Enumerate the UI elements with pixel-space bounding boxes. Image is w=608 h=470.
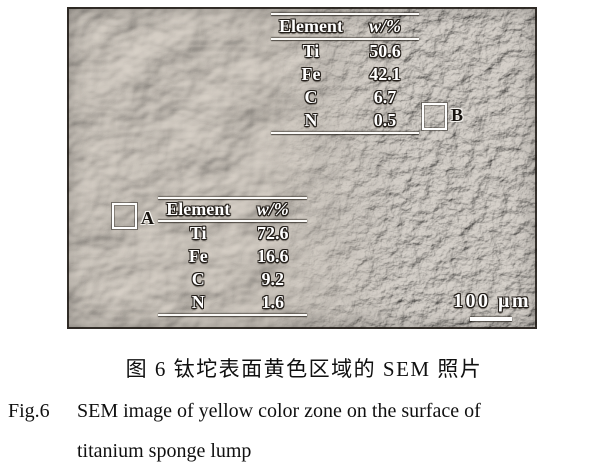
- element-value: 16.6: [256, 246, 289, 266]
- caption-english-line1: Fig.6 SEM image of yellow color zone on …: [8, 400, 481, 423]
- caption-figure-number: Fig.6: [8, 400, 50, 422]
- table-rule: [158, 197, 307, 199]
- element-value: 72.6: [256, 223, 289, 243]
- eds-b-row-fe: Fe 42.1: [271, 63, 419, 86]
- sem-texture: [67, 7, 537, 329]
- eds-b-row-ti: Ti 50.6: [271, 40, 419, 63]
- region-b-marker-box: [422, 103, 447, 130]
- element-value: 1.6: [261, 292, 284, 312]
- element-symbol: C: [191, 269, 205, 289]
- element-value: 9.2: [261, 269, 284, 289]
- caption-english: Fig.6 SEM image of yellow color zone on …: [8, 400, 481, 463]
- element-value: 0.5: [373, 110, 397, 130]
- scale-bar: [470, 317, 512, 321]
- caption-english-line2: titanium sponge lump: [77, 440, 252, 462]
- element-symbol: N: [191, 292, 205, 312]
- eds-table-region-b: Element w/% Ti 50.6 Fe 42.1 C 6.7 N 0.5: [271, 13, 419, 134]
- eds-table-region-a: Element w/% Ti 72.6 Fe 16.6 C 9.2 N 1.6: [158, 197, 307, 316]
- scale-bar-label: 100 μm: [453, 290, 531, 312]
- eds-a-header-row: Element w/%: [158, 199, 307, 220]
- table-rule: [271, 38, 419, 40]
- region-b-label: B: [451, 105, 464, 125]
- eds-a-row-c: C 9.2: [158, 268, 307, 291]
- eds-b-row-n: N 0.5: [271, 109, 419, 132]
- eds-a-header-element: Element: [166, 199, 231, 219]
- element-symbol: Ti: [302, 41, 320, 61]
- eds-b-header-weight: w/%: [368, 16, 401, 36]
- caption-english-text: SEM image of yellow color zone on the su…: [77, 400, 481, 422]
- element-value: 6.7: [373, 87, 397, 107]
- element-value: 42.1: [369, 64, 401, 84]
- region-a-label: A: [141, 208, 154, 228]
- caption-chinese: 图 6 钛坨表面黄色区域的 SEM 照片: [125, 357, 483, 381]
- element-symbol: N: [304, 110, 318, 130]
- table-rule: [271, 132, 419, 134]
- eds-b-header-element: Element: [278, 16, 343, 36]
- element-symbol: Fe: [301, 64, 321, 84]
- sem-micrograph: Element w/% Ti 50.6 Fe 42.1 C 6.7 N 0.5: [67, 7, 537, 329]
- element-symbol: Fe: [188, 246, 208, 266]
- eds-a-header-weight: w/%: [256, 199, 289, 219]
- eds-a-row-n: N 1.6: [158, 291, 307, 314]
- eds-a-row-fe: Fe 16.6: [158, 245, 307, 268]
- table-rule: [158, 314, 307, 316]
- table-rule: [271, 13, 419, 15]
- eds-b-header-row: Element w/%: [271, 15, 419, 38]
- element-value: 50.6: [369, 41, 401, 61]
- element-symbol: Ti: [189, 223, 207, 243]
- element-symbol: C: [304, 87, 318, 107]
- sem-texture-coarse-lumps: [67, 7, 537, 329]
- eds-a-row-ti: Ti 72.6: [158, 222, 307, 245]
- region-a-marker-box: [112, 203, 137, 229]
- eds-b-row-c: C 6.7: [271, 86, 419, 109]
- table-rule: [158, 220, 307, 222]
